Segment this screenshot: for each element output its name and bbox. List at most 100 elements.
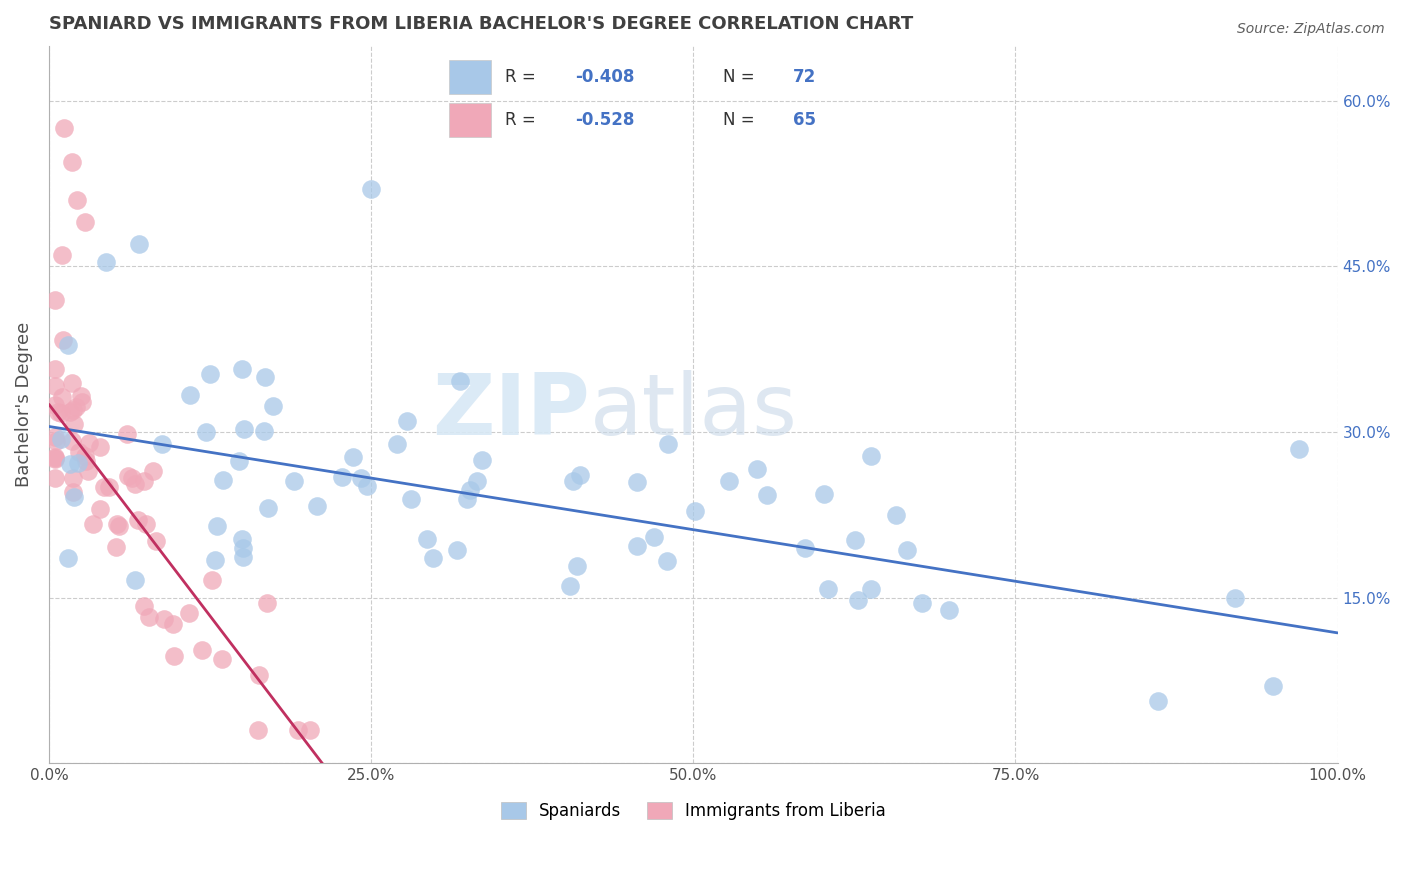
Point [395,414,418,428]
Point [45,434,67,448]
Point [51,406,73,420]
Point [342,450,364,464]
Point [117,469,139,483]
Point [142,464,165,478]
Point [67,444,90,458]
Point [191,643,214,657]
Point [232,550,254,565]
Point [562,474,585,488]
Point [67,456,90,470]
Point [77,436,100,450]
Text: ZIP: ZIP [433,370,591,453]
Point [62,484,84,499]
Point [104,540,127,554]
Point [211,652,233,666]
Point [204,553,226,567]
Point [108,519,131,533]
Point [232,422,254,436]
Point [558,579,581,593]
Point [70,394,93,409]
Point [127,512,149,526]
Point [626,539,648,553]
Point [105,517,128,532]
Point [195,425,218,439]
Point [253,424,276,438]
Point [416,533,439,547]
Point [97,480,120,494]
Point [298,723,321,737]
Point [162,617,184,632]
Point [44,379,66,393]
Point [60,434,83,448]
Point [44,399,66,413]
Point [350,471,373,485]
Point [66,193,89,207]
Point [1263,679,1285,693]
Point [228,454,250,468]
Point [884,508,907,522]
Point [330,469,353,483]
Point [231,361,253,376]
Point [1147,693,1170,707]
Point [75,454,97,468]
Point [198,368,221,382]
Point [44,452,66,467]
Point [60,154,83,169]
Point [256,596,278,610]
Point [399,491,422,506]
Point [859,582,882,596]
Point [62,471,84,485]
Point [49,432,72,446]
Point [44,450,66,465]
Point [82,516,104,531]
Point [846,593,869,607]
Point [449,374,471,388]
Legend: Spaniards, Immigrants from Liberia: Spaniards, Immigrants from Liberia [495,795,893,827]
Point [44,450,66,464]
Point [62,376,84,390]
Point [59,458,82,472]
Point [626,475,648,489]
Point [643,530,665,544]
Point [179,388,201,402]
Point [446,542,468,557]
Point [655,554,678,568]
Point [51,248,73,262]
Point [212,473,235,487]
Point [62,491,84,505]
Point [253,369,276,384]
Point [471,452,494,467]
Point [247,723,270,737]
Point [262,399,284,413]
Point [62,417,84,431]
Point [124,477,146,491]
Point [115,426,138,441]
Point [813,487,835,501]
Point [94,255,117,269]
Point [207,519,229,533]
Point [53,121,76,136]
Point [46,405,69,419]
Point [124,573,146,587]
Point [565,559,588,574]
Point [56,551,79,566]
Point [422,551,444,566]
Point [44,362,66,376]
Point [860,449,883,463]
Text: SPANIARD VS IMMIGRANTS FROM LIBERIA BACHELOR'S DEGREE CORRELATION CHART: SPANIARD VS IMMIGRANTS FROM LIBERIA BACH… [49,15,914,33]
Point [747,462,769,476]
Point [58,405,80,419]
Point [138,609,160,624]
Point [911,596,934,610]
Point [73,215,96,229]
Point [51,390,73,404]
Point [657,437,679,451]
Point [179,606,201,620]
Point [387,436,409,450]
Text: Source: ZipAtlas.com: Source: ZipAtlas.com [1237,22,1385,37]
Point [465,474,488,488]
Point [718,474,741,488]
Point [134,474,156,488]
Point [44,430,66,444]
Point [150,437,173,451]
